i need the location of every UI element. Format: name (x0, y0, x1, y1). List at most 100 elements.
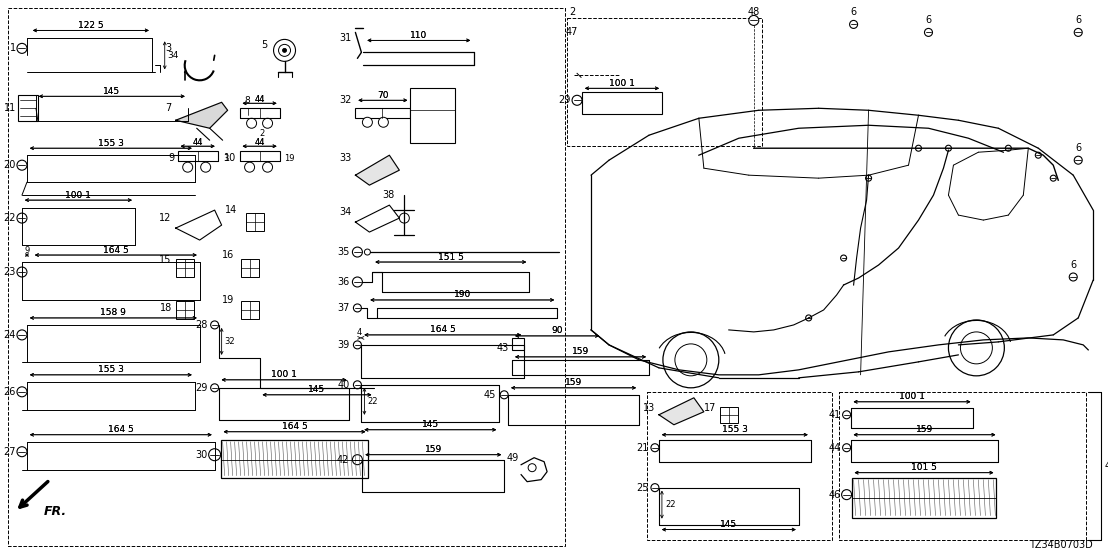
Text: 164 5: 164 5 (430, 325, 455, 335)
Text: 16: 16 (223, 250, 235, 260)
Text: 20: 20 (3, 160, 16, 170)
Circle shape (1075, 28, 1083, 37)
Text: 100 1: 100 1 (609, 79, 635, 88)
Text: 34: 34 (167, 51, 179, 60)
Text: 22: 22 (665, 500, 676, 509)
Text: 18: 18 (160, 303, 172, 313)
Circle shape (278, 44, 290, 57)
Circle shape (650, 484, 659, 491)
Circle shape (365, 249, 370, 255)
Text: 37: 37 (337, 303, 349, 313)
Circle shape (17, 160, 27, 170)
Text: 122 5: 122 5 (78, 21, 104, 30)
Text: 47: 47 (566, 27, 578, 38)
Circle shape (842, 490, 852, 500)
Circle shape (842, 444, 851, 452)
Circle shape (274, 39, 296, 61)
Polygon shape (659, 398, 704, 425)
Text: 41: 41 (829, 410, 841, 420)
Bar (567, 18, 762, 146)
Text: 151 5: 151 5 (438, 253, 463, 261)
Circle shape (352, 247, 362, 257)
Circle shape (353, 341, 361, 349)
Circle shape (663, 332, 719, 388)
Text: 145: 145 (720, 520, 737, 529)
Text: 6: 6 (851, 7, 856, 17)
Circle shape (865, 175, 872, 181)
Text: 164 5: 164 5 (281, 422, 307, 431)
Text: 22: 22 (3, 213, 16, 223)
Text: 6: 6 (925, 16, 932, 25)
Text: 34: 34 (339, 207, 351, 217)
Text: 3: 3 (165, 43, 172, 53)
Polygon shape (176, 102, 227, 128)
Circle shape (572, 95, 582, 105)
Text: 145: 145 (422, 420, 439, 429)
Text: 44: 44 (193, 138, 203, 147)
Circle shape (961, 332, 993, 364)
Text: 9: 9 (168, 153, 175, 163)
Circle shape (924, 28, 933, 37)
Text: 159: 159 (424, 445, 442, 454)
Text: 110: 110 (410, 31, 428, 40)
Circle shape (17, 387, 27, 397)
Text: 70: 70 (377, 91, 389, 100)
Text: 4: 4 (1105, 461, 1108, 471)
Text: 43: 43 (496, 343, 510, 353)
Text: 100 1: 100 1 (899, 392, 925, 401)
Text: 21: 21 (637, 443, 649, 453)
Text: 3: 3 (223, 153, 228, 163)
Text: 155 3: 155 3 (98, 138, 124, 148)
Text: 164 5: 164 5 (103, 245, 129, 254)
Circle shape (806, 315, 812, 321)
Circle shape (211, 321, 218, 329)
Text: 33: 33 (339, 153, 351, 163)
Text: 49: 49 (506, 453, 520, 463)
Text: 24: 24 (3, 330, 16, 340)
Text: 45: 45 (484, 390, 496, 400)
Text: 145: 145 (103, 87, 121, 96)
Circle shape (915, 145, 922, 151)
Text: 31: 31 (339, 33, 351, 43)
Text: FR.: FR. (43, 505, 66, 518)
Bar (176, 301, 194, 319)
Circle shape (948, 320, 1004, 376)
Circle shape (17, 447, 27, 456)
Bar (246, 213, 264, 231)
Text: 145: 145 (103, 87, 121, 96)
Text: 14: 14 (225, 205, 237, 215)
Text: 155 3: 155 3 (721, 425, 748, 434)
Circle shape (211, 384, 218, 392)
Text: 164 5: 164 5 (107, 425, 134, 434)
Bar (177, 151, 217, 161)
Text: 159: 159 (572, 347, 589, 356)
Text: 44: 44 (255, 95, 265, 104)
Circle shape (352, 277, 362, 287)
Text: 159: 159 (572, 347, 589, 356)
Circle shape (500, 391, 509, 399)
Text: 44: 44 (255, 95, 265, 104)
Text: 155 3: 155 3 (98, 365, 124, 375)
Text: 100 1: 100 1 (65, 191, 91, 199)
Circle shape (529, 464, 536, 471)
Text: 27: 27 (3, 447, 16, 456)
Circle shape (245, 162, 255, 172)
Text: 44: 44 (829, 443, 841, 453)
Polygon shape (356, 155, 399, 185)
Text: 100 1: 100 1 (609, 79, 635, 88)
Text: 158 9: 158 9 (101, 309, 126, 317)
Text: 164 5: 164 5 (430, 325, 455, 335)
Text: 11: 11 (3, 103, 16, 113)
Bar (8, 8, 565, 546)
Circle shape (675, 344, 707, 376)
Bar (239, 151, 279, 161)
Text: 26: 26 (3, 387, 16, 397)
Circle shape (1005, 145, 1012, 151)
Text: 145: 145 (308, 386, 326, 394)
Text: 29: 29 (558, 95, 571, 105)
Bar (582, 93, 661, 114)
Text: 145: 145 (422, 420, 439, 429)
Text: 1: 1 (10, 43, 16, 53)
Text: 122 5: 122 5 (78, 21, 104, 30)
Circle shape (353, 381, 361, 389)
